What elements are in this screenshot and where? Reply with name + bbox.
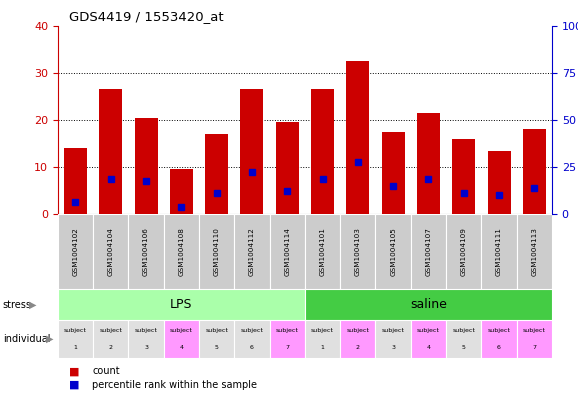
Bar bbox=[411, 320, 446, 358]
Bar bbox=[523, 129, 546, 214]
Text: 4: 4 bbox=[179, 345, 183, 350]
Text: subject: subject bbox=[276, 328, 299, 333]
Bar bbox=[305, 320, 340, 358]
Text: subject: subject bbox=[205, 328, 228, 333]
Text: 3: 3 bbox=[144, 345, 148, 350]
Text: GSM1004103: GSM1004103 bbox=[355, 227, 361, 276]
Text: 6: 6 bbox=[250, 345, 254, 350]
Text: GSM1004108: GSM1004108 bbox=[179, 227, 184, 276]
Text: LPS: LPS bbox=[170, 298, 192, 311]
Text: GSM1004106: GSM1004106 bbox=[143, 227, 149, 276]
Text: GSM1004112: GSM1004112 bbox=[249, 227, 255, 276]
Text: ▶: ▶ bbox=[46, 334, 54, 344]
Bar bbox=[481, 214, 517, 289]
Bar bbox=[93, 320, 128, 358]
Text: 2: 2 bbox=[356, 345, 360, 350]
Bar bbox=[340, 320, 376, 358]
Text: subject: subject bbox=[170, 328, 193, 333]
Text: 5: 5 bbox=[214, 345, 218, 350]
Text: GSM1004114: GSM1004114 bbox=[284, 227, 290, 276]
Text: 5: 5 bbox=[462, 345, 466, 350]
Text: GSM1004102: GSM1004102 bbox=[72, 227, 79, 276]
Text: 7: 7 bbox=[286, 345, 289, 350]
Text: subject: subject bbox=[311, 328, 334, 333]
Text: GSM1004111: GSM1004111 bbox=[496, 227, 502, 276]
Bar bbox=[417, 113, 440, 214]
Bar bbox=[305, 289, 552, 320]
Bar bbox=[269, 320, 305, 358]
Bar bbox=[517, 320, 552, 358]
Text: 1: 1 bbox=[73, 345, 77, 350]
Bar bbox=[164, 320, 199, 358]
Bar bbox=[446, 320, 481, 358]
Bar bbox=[381, 132, 405, 214]
Text: GSM1004101: GSM1004101 bbox=[320, 227, 325, 276]
Text: ▶: ▶ bbox=[29, 299, 36, 310]
Text: GSM1004109: GSM1004109 bbox=[461, 227, 467, 276]
Text: GSM1004107: GSM1004107 bbox=[425, 227, 431, 276]
Bar bbox=[58, 214, 93, 289]
Text: subject: subject bbox=[64, 328, 87, 333]
Bar bbox=[205, 134, 228, 214]
Text: subject: subject bbox=[135, 328, 157, 333]
Bar bbox=[311, 89, 334, 214]
Text: subject: subject bbox=[523, 328, 546, 333]
Text: GDS4419 / 1553420_at: GDS4419 / 1553420_at bbox=[69, 10, 224, 23]
Bar bbox=[340, 214, 376, 289]
Bar bbox=[240, 89, 264, 214]
Text: subject: subject bbox=[453, 328, 475, 333]
Text: count: count bbox=[92, 366, 120, 376]
Text: 2: 2 bbox=[109, 345, 113, 350]
Text: ■: ■ bbox=[69, 366, 80, 376]
Bar bbox=[481, 320, 517, 358]
Text: individual: individual bbox=[3, 334, 50, 344]
Bar bbox=[452, 139, 475, 214]
Bar bbox=[269, 214, 305, 289]
Bar bbox=[199, 320, 234, 358]
Bar bbox=[376, 214, 411, 289]
Bar bbox=[99, 89, 122, 214]
Bar bbox=[164, 214, 199, 289]
Text: subject: subject bbox=[99, 328, 122, 333]
Text: GSM1004105: GSM1004105 bbox=[390, 227, 396, 276]
Bar bbox=[58, 320, 93, 358]
Text: GSM1004113: GSM1004113 bbox=[531, 227, 538, 276]
Text: 1: 1 bbox=[321, 345, 324, 350]
Bar bbox=[446, 214, 481, 289]
Text: ■: ■ bbox=[69, 380, 80, 390]
Bar bbox=[128, 320, 164, 358]
Bar bbox=[58, 289, 305, 320]
Bar bbox=[276, 122, 299, 214]
Bar bbox=[376, 320, 411, 358]
Text: 6: 6 bbox=[497, 345, 501, 350]
Bar bbox=[517, 214, 552, 289]
Text: subject: subject bbox=[488, 328, 510, 333]
Text: saline: saline bbox=[410, 298, 447, 311]
Text: 4: 4 bbox=[427, 345, 431, 350]
Bar bbox=[199, 214, 234, 289]
Bar bbox=[234, 214, 269, 289]
Text: subject: subject bbox=[417, 328, 440, 333]
Bar bbox=[170, 169, 193, 214]
Bar bbox=[135, 118, 158, 214]
Bar bbox=[234, 320, 269, 358]
Text: subject: subject bbox=[381, 328, 405, 333]
Text: 7: 7 bbox=[532, 345, 536, 350]
Text: subject: subject bbox=[240, 328, 264, 333]
Text: stress: stress bbox=[3, 299, 32, 310]
Bar bbox=[305, 214, 340, 289]
Text: percentile rank within the sample: percentile rank within the sample bbox=[92, 380, 257, 390]
Text: GSM1004110: GSM1004110 bbox=[214, 227, 220, 276]
Text: subject: subject bbox=[346, 328, 369, 333]
Bar bbox=[346, 61, 369, 214]
Bar bbox=[411, 214, 446, 289]
Bar bbox=[93, 214, 128, 289]
Bar bbox=[64, 148, 87, 214]
Text: 3: 3 bbox=[391, 345, 395, 350]
Bar bbox=[488, 151, 510, 214]
Text: GSM1004104: GSM1004104 bbox=[108, 227, 114, 276]
Bar bbox=[128, 214, 164, 289]
